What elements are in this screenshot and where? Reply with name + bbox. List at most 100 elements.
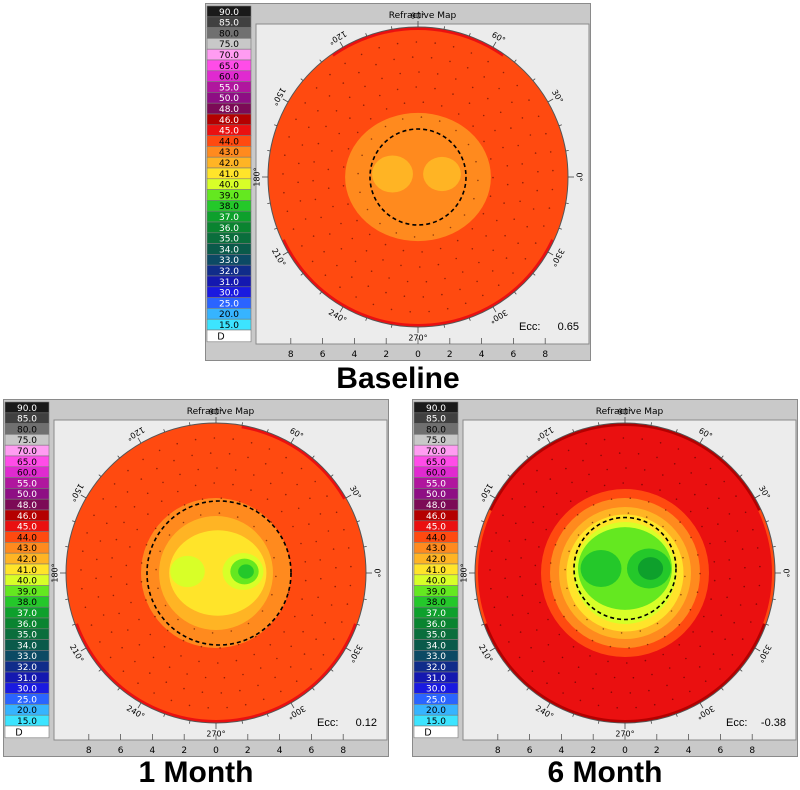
sample-dot xyxy=(517,242,519,244)
sample-dot xyxy=(320,577,322,580)
sample-dot xyxy=(182,521,185,524)
sample-dot xyxy=(678,482,681,485)
sample-dot xyxy=(186,673,188,675)
sample-dot xyxy=(487,97,489,100)
sample-dot xyxy=(121,646,123,649)
scale-label: 38.0 xyxy=(17,598,37,608)
sample-dot xyxy=(744,566,746,569)
sample-dot xyxy=(300,542,302,545)
sample-dot xyxy=(360,53,363,56)
sample-dot xyxy=(379,222,381,225)
sample-dot xyxy=(546,682,548,684)
sample-dot xyxy=(271,593,273,596)
sample-dot xyxy=(733,621,735,624)
sample-dot xyxy=(247,456,249,459)
sample-dot xyxy=(692,631,694,633)
sample-dot xyxy=(639,630,642,632)
sample-dot xyxy=(188,704,191,707)
sample-dot xyxy=(367,285,370,288)
sample-dot xyxy=(297,181,299,184)
scale-label: 15.0 xyxy=(426,717,446,727)
sample-dot xyxy=(155,568,157,571)
degree-tick xyxy=(266,429,269,433)
sample-dot xyxy=(471,228,474,230)
scale-label: 65.0 xyxy=(17,458,37,468)
sample-dot xyxy=(327,168,330,171)
sample-dot xyxy=(280,510,283,513)
sample-dot xyxy=(482,114,485,117)
sample-dot xyxy=(511,101,513,104)
sample-dot xyxy=(183,504,186,506)
degree-tick xyxy=(754,647,761,652)
sample-dot xyxy=(503,202,505,204)
scale-label: 30.0 xyxy=(219,289,239,299)
sample-dot xyxy=(556,513,558,515)
degree-tick xyxy=(290,702,295,709)
sample-dot xyxy=(354,260,357,263)
scale-label: 44.0 xyxy=(17,533,37,543)
sample-dot xyxy=(372,303,375,306)
sample-dot xyxy=(492,249,495,252)
x-axis: 8 6 4 2 0 2 4 6 8 xyxy=(288,338,548,360)
sample-dot xyxy=(483,76,486,78)
sample-dot xyxy=(84,606,87,609)
sample-dot xyxy=(545,132,547,135)
x-tick-label: 6 xyxy=(309,746,315,756)
degree-tick xyxy=(772,546,776,548)
sample-dot xyxy=(234,469,237,471)
degree-tick xyxy=(699,702,704,709)
sample-dot xyxy=(534,152,537,154)
sample-dot xyxy=(418,71,420,73)
sample-dot xyxy=(194,438,197,441)
sample-dot xyxy=(297,507,300,510)
sample-dot xyxy=(253,653,255,656)
sample-dot xyxy=(662,653,664,656)
x-tick-label: 4 xyxy=(277,746,283,756)
contour-blob-40.0 xyxy=(170,555,205,588)
sample-dot xyxy=(664,509,667,511)
sample-dot xyxy=(239,689,241,692)
color-scale-legend: 90.085.080.075.070.065.060.055.050.048.0… xyxy=(206,5,252,342)
sample-dot xyxy=(311,260,314,263)
sample-dot xyxy=(198,660,200,663)
sample-dot xyxy=(555,492,558,495)
scale-label: 65.0 xyxy=(426,458,446,468)
sample-dot xyxy=(482,294,484,297)
sample-dot xyxy=(671,698,674,701)
sample-dot xyxy=(684,575,686,578)
sample-dot xyxy=(422,101,425,103)
sample-dot xyxy=(393,58,395,61)
degree-tick xyxy=(339,306,344,313)
sample-dot xyxy=(197,468,199,471)
sample-dot xyxy=(160,500,163,502)
degree-tick xyxy=(72,623,76,626)
degree-tick xyxy=(489,647,496,652)
sample-dot xyxy=(232,483,234,486)
sample-dot xyxy=(102,498,104,500)
sample-dot xyxy=(250,442,253,444)
sample-dot xyxy=(629,692,632,694)
color-scale-legend: 90.085.080.075.070.065.060.055.050.048.0… xyxy=(4,401,50,738)
sample-dot xyxy=(452,93,454,95)
sample-dot xyxy=(280,690,282,693)
contour-blob-38.0 xyxy=(580,549,622,588)
sample-dot xyxy=(110,575,112,578)
degree-tick xyxy=(481,623,485,626)
scale-label: 15.0 xyxy=(17,717,37,727)
sample-dot xyxy=(678,644,681,646)
scale-label: 85.0 xyxy=(219,19,239,29)
sample-dot xyxy=(112,594,115,597)
sample-dot xyxy=(115,506,117,508)
sample-dot xyxy=(276,657,278,660)
sample-dot xyxy=(496,219,498,222)
scale-label: 37.0 xyxy=(219,213,239,223)
sample-dot xyxy=(264,463,267,465)
scale-label: 85.0 xyxy=(17,415,37,425)
sample-dot xyxy=(728,513,731,515)
angle-label: 180° xyxy=(51,563,60,582)
degree-tick xyxy=(489,494,496,499)
degree-tick xyxy=(356,623,360,626)
scale-label: 90.0 xyxy=(17,404,37,414)
degree-tick xyxy=(547,251,554,256)
sample-dot xyxy=(288,136,290,138)
